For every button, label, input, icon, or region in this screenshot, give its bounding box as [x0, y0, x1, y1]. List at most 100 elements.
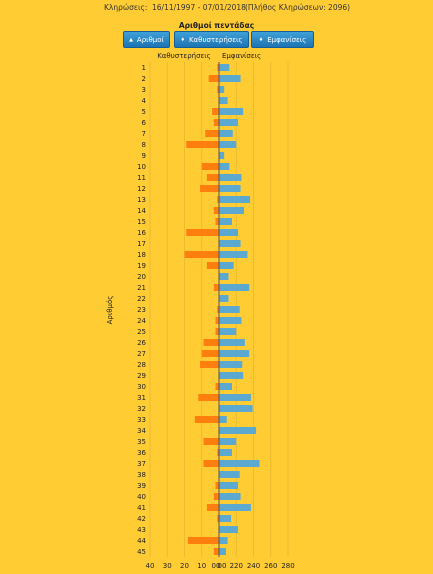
- delay-bar: [215, 482, 219, 489]
- x-tick-label: 260: [264, 562, 277, 570]
- x-tick-label: 00: [212, 562, 221, 570]
- delays-axis-label: Καθυστερήσεις: [157, 52, 211, 60]
- category-label: 21: [137, 284, 146, 292]
- category-label: 28: [137, 361, 146, 369]
- category-label: 35: [137, 438, 146, 446]
- appearance-bar: [219, 383, 232, 390]
- category-label: 9: [142, 152, 146, 160]
- delay-bar: [186, 141, 219, 148]
- appearance-bar: [219, 317, 242, 324]
- appearance-bar: [219, 438, 237, 445]
- delay-bar: [206, 504, 219, 511]
- category-label: 20: [137, 273, 146, 281]
- delay-bar: [201, 163, 219, 170]
- category-label: 8: [142, 141, 146, 149]
- category-label: 27: [137, 350, 146, 358]
- appearance-bar: [219, 185, 241, 192]
- appearance-bar: [219, 372, 244, 379]
- sort-by-appearances-button[interactable]: ♦ Εμφανίσεις: [251, 31, 314, 48]
- appearance-bar: [219, 427, 257, 434]
- appearance-bar: [219, 416, 227, 423]
- appearance-bar: [219, 273, 229, 280]
- button-label: Καθυστερήσεις: [188, 36, 243, 44]
- category-label: 32: [137, 405, 146, 413]
- date-range: 16/11/1997 - 07/01/2018: [152, 3, 246, 12]
- category-label: 25: [137, 328, 146, 336]
- delay-bar: [217, 196, 219, 203]
- category-label: 5: [142, 108, 146, 116]
- appearance-bar: [219, 350, 250, 357]
- delay-bar: [213, 548, 219, 555]
- category-label: 41: [137, 504, 146, 512]
- category-label: 44: [137, 537, 146, 545]
- y-axis-title: Αριθμός: [106, 296, 114, 325]
- appearances-axis-label: Εμφανίσεις: [222, 52, 261, 60]
- x-tick-label: 240: [247, 562, 260, 570]
- category-label: 40: [137, 493, 146, 501]
- appearance-bar: [219, 207, 245, 214]
- appearance-bar: [219, 482, 238, 489]
- appearance-bar: [219, 251, 248, 258]
- appearance-bar: [219, 460, 260, 467]
- sort-by-delays-button[interactable]: ♦ Καθυστερήσεις: [174, 31, 249, 48]
- category-label: 6: [142, 119, 147, 127]
- delay-bar: [217, 64, 219, 71]
- appearance-bar: [219, 504, 251, 511]
- delay-bar: [200, 185, 219, 192]
- appearance-bar: [219, 339, 245, 346]
- appearance-bar: [219, 240, 241, 247]
- category-label: 33: [137, 416, 146, 424]
- appearance-bar: [219, 405, 253, 412]
- x-tick-label: 20: [180, 562, 189, 570]
- x-tick-label: 30: [163, 562, 172, 570]
- x-tick-label: 280: [281, 562, 294, 570]
- delay-bar: [200, 361, 219, 368]
- delay-bar: [203, 339, 219, 346]
- delay-bar: [206, 262, 219, 269]
- appearance-bar: [219, 119, 238, 126]
- x-tick-label: 10: [197, 562, 206, 570]
- x-tick-label: 220: [230, 562, 243, 570]
- category-label: 43: [137, 526, 146, 534]
- category-label: 42: [137, 515, 146, 523]
- delay-bar: [217, 515, 219, 522]
- category-label: 12: [137, 185, 146, 193]
- appearance-bar: [219, 526, 238, 533]
- appearance-bar: [219, 449, 232, 456]
- category-label: 3: [142, 86, 146, 94]
- chart-title: Αριθμοί πεντάδας: [178, 21, 255, 30]
- delay-bar: [206, 174, 219, 181]
- category-label: 10: [137, 163, 146, 171]
- delay-bar: [198, 394, 219, 401]
- category-label: 1: [142, 64, 146, 72]
- category-label: 45: [137, 548, 146, 556]
- category-label: 39: [137, 482, 146, 490]
- appearance-bar: [219, 130, 233, 137]
- delay-bar: [184, 251, 219, 258]
- category-label: 19: [137, 262, 146, 270]
- category-label: 14: [137, 207, 146, 215]
- delay-bar: [212, 108, 219, 115]
- category-label: 30: [137, 383, 146, 391]
- delay-bar: [201, 350, 219, 357]
- delay-bar: [217, 86, 219, 93]
- appearance-bar: [219, 515, 232, 522]
- appearance-bar: [219, 218, 232, 225]
- delay-bar: [205, 130, 219, 137]
- category-label: 26: [137, 339, 146, 347]
- delay-bar: [215, 328, 219, 335]
- appearance-bar: [219, 284, 250, 291]
- delay-bar: [213, 119, 219, 126]
- appearance-bar: [219, 295, 229, 302]
- category-label: 17: [137, 240, 146, 248]
- delay-bar: [213, 207, 219, 214]
- appearance-bar: [219, 64, 230, 71]
- sort-by-numbers-button[interactable]: ▲ Αριθμοί: [123, 31, 170, 48]
- appearance-bar: [219, 196, 251, 203]
- category-label: 2: [142, 75, 146, 83]
- appearance-bar: [219, 306, 240, 313]
- delay-bar: [215, 218, 219, 225]
- category-label: 11: [137, 174, 146, 182]
- appearance-bar: [219, 75, 241, 82]
